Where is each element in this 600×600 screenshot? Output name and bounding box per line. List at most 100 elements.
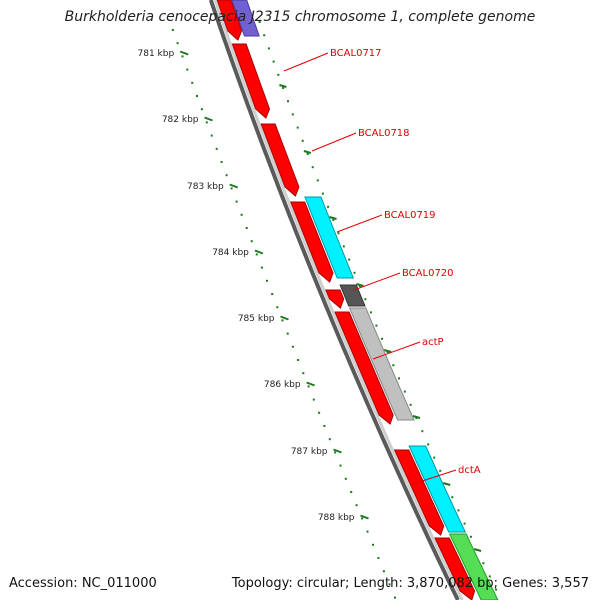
outer-ruler-dot xyxy=(457,509,460,512)
outer-ruler-dot xyxy=(258,21,261,23)
ruler-dot xyxy=(339,464,342,467)
ruler-dot xyxy=(260,266,263,269)
ruler-dot xyxy=(312,398,315,401)
ruler-label: 785 kbp xyxy=(238,314,275,324)
feature-gray-actp xyxy=(348,307,415,421)
ruler-label: 781 kbp xyxy=(138,49,175,59)
outer-ruler-tick xyxy=(279,84,287,88)
ruler-dot xyxy=(323,425,326,427)
ruler-dot xyxy=(271,293,274,295)
outer-ruler-dot xyxy=(311,166,314,169)
ruler-dot xyxy=(240,213,243,216)
ruler-dot xyxy=(291,345,294,348)
outer-ruler-tick xyxy=(473,548,482,552)
feature-red-gene xyxy=(260,123,300,197)
ruler-dot xyxy=(328,438,331,441)
outer-ruler-dot xyxy=(332,219,335,221)
ruler-dot xyxy=(171,29,174,31)
outer-ruler-dot xyxy=(451,496,454,499)
ruler-dot xyxy=(230,187,233,190)
outer-ruler-tick xyxy=(356,283,364,287)
ruler-dot xyxy=(350,491,353,493)
outer-ruler-dot xyxy=(433,456,436,459)
outer-ruler-dot xyxy=(375,324,378,327)
gene-label-leader xyxy=(353,272,401,291)
outer-ruler-dot xyxy=(439,469,442,472)
outer-ruler-dot xyxy=(495,588,498,591)
outer-ruler-dot xyxy=(267,47,270,50)
ruler-dot xyxy=(245,227,248,229)
outer-ruler-dot xyxy=(488,575,491,578)
outer-ruler-tick xyxy=(383,349,392,353)
backbone-dark-line xyxy=(208,0,460,600)
ruler-dot xyxy=(366,530,369,533)
ruler-dot xyxy=(281,319,284,322)
genome-summary-text: Topology: circular; Length: 3,870,082 bp… xyxy=(231,576,589,591)
outer-ruler-dot xyxy=(421,430,424,433)
ruler-dot xyxy=(361,517,364,520)
ruler-dot xyxy=(176,42,179,45)
feature-red-gene xyxy=(290,201,334,283)
ruler-label: 787 kbp xyxy=(291,447,328,457)
ruler-dot xyxy=(302,372,305,375)
ruler-dot xyxy=(205,121,208,124)
outer-ruler-dot xyxy=(403,390,406,393)
ruler-tick xyxy=(306,381,315,387)
feature-cyan-dcta xyxy=(408,445,467,533)
ruler-tick xyxy=(204,116,213,122)
feature-red-gene xyxy=(434,537,476,600)
outer-ruler-dot xyxy=(348,258,351,261)
gene-label-leader xyxy=(372,341,421,360)
feature-red-gene xyxy=(216,0,243,41)
ruler-dot xyxy=(394,596,396,599)
outer-ruler-tick xyxy=(329,216,337,220)
gene-label: BCAL0719 xyxy=(384,210,436,221)
outer-ruler-dot xyxy=(263,34,266,37)
ruler-dot xyxy=(181,55,184,58)
ruler-dot xyxy=(382,570,385,573)
outer-ruler-dot xyxy=(316,179,319,182)
ruler-tick xyxy=(280,315,289,321)
outer-ruler-dot xyxy=(306,153,309,155)
ruler-dot xyxy=(255,253,258,256)
ruler-tick xyxy=(333,448,342,454)
ruler-dot xyxy=(334,451,337,454)
ruler-dot xyxy=(318,411,321,414)
outer-ruler-dot xyxy=(287,100,289,103)
ruler-dot xyxy=(200,108,203,111)
ruler-dot xyxy=(186,68,189,71)
feature-purple xyxy=(231,0,260,37)
gene-label: actP xyxy=(422,337,444,348)
map-title: Burkholderia cenocepacia J2315 chromosom… xyxy=(64,9,536,25)
ruler-tick xyxy=(179,50,189,56)
outer-ruler-tick xyxy=(303,150,312,154)
outer-ruler-dot xyxy=(272,60,275,63)
outer-ruler-dot xyxy=(409,403,412,406)
feature-red-gene xyxy=(231,43,271,119)
outer-ruler-dot xyxy=(392,364,395,367)
feature-dark-gray-bcal0720 xyxy=(339,284,366,307)
outer-ruler-dot xyxy=(369,311,372,314)
ruler-tick xyxy=(254,249,264,255)
outer-ruler-dot xyxy=(327,205,330,208)
ruler-label: 782 kbp xyxy=(162,115,199,125)
ruler-dot xyxy=(266,279,268,282)
outer-ruler-dot xyxy=(463,522,466,525)
outer-ruler-dot xyxy=(337,232,340,235)
gene-label-leader xyxy=(283,52,329,72)
feature-cyan-bcal0719 xyxy=(304,196,355,279)
gene-features xyxy=(216,0,499,600)
outer-ruler-tick xyxy=(412,415,421,419)
ruler-dot xyxy=(220,161,223,163)
genome-backbone xyxy=(208,0,464,600)
ruler-tick xyxy=(360,514,369,520)
feature-red-gene xyxy=(325,289,345,309)
ruler-dot xyxy=(297,359,300,361)
outer-ruler-dot xyxy=(381,337,383,340)
gene-label-leader xyxy=(336,214,383,233)
ruler-label: 786 kbp xyxy=(264,380,301,390)
ruler-dot xyxy=(210,134,213,137)
ruler-dot xyxy=(355,504,358,507)
outer-ruler-dot xyxy=(291,113,294,116)
